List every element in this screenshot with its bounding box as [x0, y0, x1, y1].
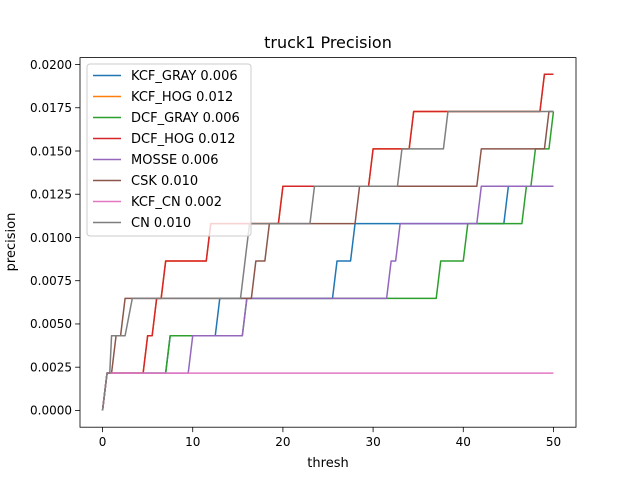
x-axis-label: thresh: [307, 456, 348, 471]
x-tick-label: 30: [365, 435, 380, 449]
y-tick-label: 0.0100: [30, 231, 72, 245]
y-tick-label: 0.0050: [30, 317, 72, 331]
y-tick-label: 0.0200: [30, 58, 72, 72]
x-tick-label: 10: [185, 435, 200, 449]
y-tick-label: 0.0150: [30, 144, 72, 158]
x-axis: 0 10 20 30 40 50: [99, 427, 561, 449]
y-axis: 0.0000 0.0025 0.0050 0.0075 0.0100 0.0125 0.01…: [30, 58, 80, 418]
series-line-2: [101, 111, 555, 411]
y-tick-label: 0.0000: [30, 404, 72, 418]
legend-label: CN 0.010: [131, 216, 191, 231]
legend-label: KCF_GRAY 0.006: [131, 69, 238, 84]
legend-label: DCF_HOG 0.012: [131, 132, 236, 147]
legend: KCF_GRAY 0.006 KCF_HOG 0.012 DCF_GRAY 0.00…: [86, 63, 252, 237]
series-line-5: [101, 110, 554, 411]
chart-title: truck1 Precision: [264, 33, 392, 52]
y-tick-label: 0.0025: [30, 360, 72, 374]
x-tick-label: 50: [546, 435, 561, 449]
legend-label: DCF_GRAY 0.006: [131, 111, 240, 126]
legend-label: CSK 0.010: [131, 174, 198, 189]
x-tick-label: 0: [99, 435, 107, 449]
legend-label: MOSSE 0.006: [131, 153, 219, 168]
y-tick-label: 0.0125: [30, 188, 72, 202]
y-tick-label: 0.0075: [30, 274, 72, 288]
x-tick-label: 20: [275, 435, 290, 449]
legend-label: KCF_HOG 0.012: [131, 90, 233, 105]
axes-frame: [79, 57, 577, 428]
x-tick-label: 40: [456, 435, 471, 449]
y-tick-label: 0.0175: [30, 101, 72, 115]
y-axis-label: precision: [4, 213, 19, 272]
legend-box: [86, 63, 252, 237]
legend-label: KCF_CN 0.002: [131, 195, 222, 210]
